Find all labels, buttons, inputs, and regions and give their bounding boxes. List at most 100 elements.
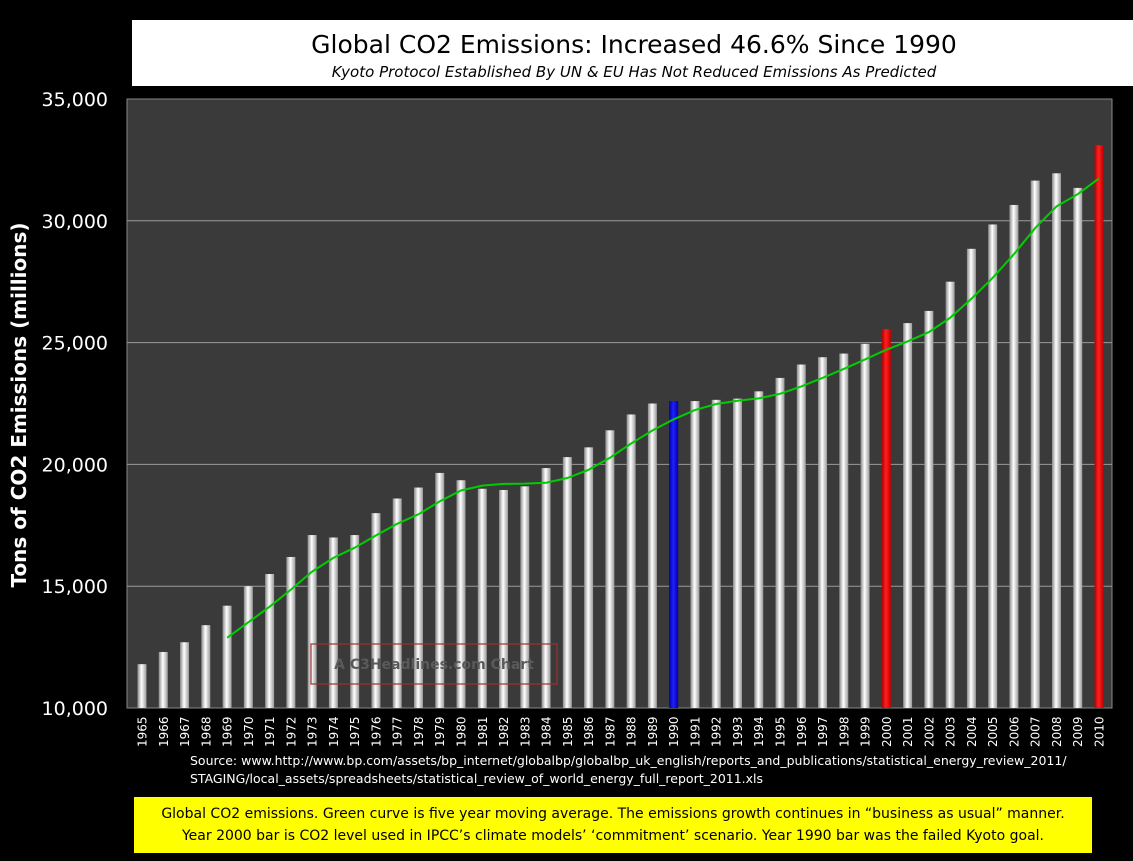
bar-2001	[903, 323, 913, 708]
x-tick-label: 1991	[688, 716, 702, 747]
x-tick-label: 1977	[391, 716, 405, 747]
bar-2010	[1094, 145, 1104, 708]
bar-1971	[265, 574, 275, 708]
x-tick-label: 2001	[901, 716, 915, 747]
x-tick-label: 1999	[859, 716, 873, 747]
caption-line-1: Global CO2 emissions. Green curve is fiv…	[161, 806, 1065, 822]
x-tick-label: 2004	[965, 716, 979, 747]
bar-1977	[392, 498, 402, 708]
bar-1968	[201, 625, 211, 708]
bar-1969	[222, 605, 232, 708]
x-tick-label: 1990	[667, 716, 681, 747]
bar-1987	[605, 430, 615, 708]
x-tick-label: 1967	[178, 716, 192, 747]
y-tick-label: 35,000	[42, 89, 108, 111]
bar-1993	[732, 398, 742, 708]
bar-1975	[350, 535, 360, 708]
bar-2007	[1030, 180, 1040, 708]
x-tick-label: 1976	[369, 716, 383, 747]
chart-subtitle: Kyoto Protocol Established By UN & EU Ha…	[331, 63, 937, 81]
x-tick-label: 1996	[795, 716, 809, 747]
bar-2008	[1051, 173, 1061, 709]
caption-note: Global CO2 emissions. Green curve is fiv…	[132, 795, 1094, 855]
y-tick-label: 20,000	[42, 454, 108, 476]
x-tick-label: 1968	[199, 716, 213, 747]
x-tick-label: 1973	[306, 716, 320, 747]
bar-2000	[881, 329, 891, 708]
x-tick-label: 1981	[476, 716, 490, 747]
y-tick-label: 10,000	[42, 698, 108, 720]
x-tick-label: 1966	[157, 716, 171, 747]
bar-1982	[499, 489, 509, 708]
y-tick-label: 30,000	[42, 211, 108, 233]
x-tick-label: 1969	[221, 716, 235, 747]
bar-1981	[477, 488, 487, 708]
bar-1985	[562, 457, 572, 708]
x-tick-label: 2006	[1007, 716, 1021, 747]
watermark-text: A C3Headlines.com Chart	[334, 657, 534, 673]
y-tick-labels: 10,000 15,000 20,000 25,000 30,000 35,000	[42, 89, 108, 720]
x-tick-label: 1980	[455, 716, 469, 747]
x-tick-label: 1986	[582, 716, 596, 747]
bar-1997	[818, 357, 828, 708]
moving-average	[226, 177, 1100, 639]
x-tick-label: 1979	[433, 716, 447, 747]
bar-1978	[413, 487, 423, 708]
x-tick-label: 2005	[986, 716, 1000, 747]
bar-1986	[584, 447, 594, 708]
bar-1989	[647, 403, 657, 708]
bar-1998	[839, 353, 849, 708]
x-tick-label: 1998	[837, 716, 851, 747]
x-tick-label: 1988	[625, 716, 639, 747]
bar-1976	[371, 513, 381, 708]
x-tick-label: 1994	[752, 716, 766, 747]
x-tick-label: 1997	[816, 716, 830, 747]
bar-2006	[1009, 204, 1019, 708]
bar-2004	[966, 248, 976, 708]
x-tick-label: 1987	[603, 716, 617, 747]
watermark: A C3Headlines.com Chart	[310, 643, 558, 685]
x-tick-label: 2002	[922, 716, 936, 747]
source-citation: Source: www.http://www.bp.com/assets/bp_…	[190, 752, 1090, 788]
bar-2002	[924, 310, 934, 708]
x-tick-label: 1975	[348, 716, 362, 747]
source-line-1: Source: www.http://www.bp.com/assets/bp_…	[190, 753, 1067, 768]
bar-1970	[243, 586, 253, 708]
x-tick-label: 1984	[540, 716, 554, 747]
x-tick-label: 1974	[327, 716, 341, 747]
bars	[137, 145, 1104, 709]
bar-1983	[520, 486, 530, 708]
bar-1965	[137, 664, 147, 708]
x-tick-label: 1970	[242, 716, 256, 747]
bar-2005	[988, 224, 998, 709]
bar-1980	[456, 480, 466, 708]
bar-1967	[180, 642, 190, 708]
source-line-2: STAGING/local_assets/spreadsheets/statis…	[190, 771, 764, 786]
y-tick-label: 15,000	[42, 576, 108, 598]
x-tick-label: 2009	[1071, 716, 1085, 747]
bar-1990	[669, 401, 679, 708]
x-tick-label: 2007	[1029, 716, 1043, 747]
bar-1995	[775, 377, 785, 708]
x-tick-label: 1989	[646, 716, 660, 747]
bar-1984	[541, 468, 551, 708]
chart-title: Global CO2 Emissions: Increased 46.6% Si…	[311, 30, 957, 59]
x-tick-label: 2000	[880, 716, 894, 747]
x-tick-label: 1965	[136, 716, 150, 747]
bar-1966	[158, 651, 168, 708]
bar-1973	[307, 535, 317, 708]
y-axis-label: Tons of CO2 Emissions (millions)	[7, 222, 31, 587]
bar-2009	[1073, 187, 1083, 708]
y-tick-label: 25,000	[42, 333, 108, 355]
x-tick-label: 1992	[710, 716, 724, 747]
x-tick-label: 1972	[284, 716, 298, 747]
x-tick-label: 1978	[412, 716, 426, 747]
bar-1996	[796, 364, 806, 708]
chart-title-box: Global CO2 Emissions: Increased 46.6% Si…	[130, 18, 1133, 88]
bar-1991	[690, 401, 700, 708]
caption-line-2: Year 2000 bar is CO2 level used in IPCC’…	[181, 828, 1045, 844]
moving-average-line	[226, 177, 1100, 639]
bar-1988	[626, 414, 636, 708]
x-tick-label: 2010	[1093, 716, 1107, 747]
